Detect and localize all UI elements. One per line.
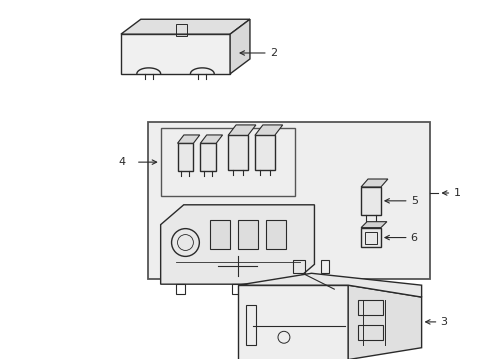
Polygon shape — [161, 205, 314, 284]
Bar — [357, 325, 382, 340]
Text: 3: 3 — [440, 317, 447, 327]
Text: 5: 5 — [410, 196, 417, 206]
Polygon shape — [230, 19, 249, 74]
Polygon shape — [254, 125, 282, 135]
Bar — [360, 228, 380, 247]
Bar — [228, 135, 247, 170]
Bar — [147, 122, 428, 279]
Bar — [161, 129, 294, 196]
Bar — [200, 143, 216, 171]
Text: 2: 2 — [269, 48, 276, 58]
Bar — [238, 220, 257, 249]
Polygon shape — [177, 135, 199, 143]
Polygon shape — [121, 19, 249, 34]
Polygon shape — [360, 179, 387, 187]
Text: 4: 4 — [119, 157, 126, 167]
Text: 1: 1 — [452, 188, 459, 198]
Bar — [265, 220, 285, 249]
Polygon shape — [228, 125, 255, 135]
Polygon shape — [200, 135, 222, 143]
Polygon shape — [347, 285, 421, 360]
Polygon shape — [238, 273, 421, 297]
Bar — [245, 305, 255, 345]
Polygon shape — [121, 34, 230, 74]
Bar — [357, 300, 382, 315]
Bar — [254, 135, 274, 170]
Bar — [365, 231, 376, 243]
Bar — [210, 220, 230, 249]
Polygon shape — [238, 285, 347, 360]
Bar — [177, 143, 193, 171]
Bar — [360, 187, 380, 215]
Polygon shape — [360, 222, 386, 228]
Text: 6: 6 — [410, 233, 417, 243]
